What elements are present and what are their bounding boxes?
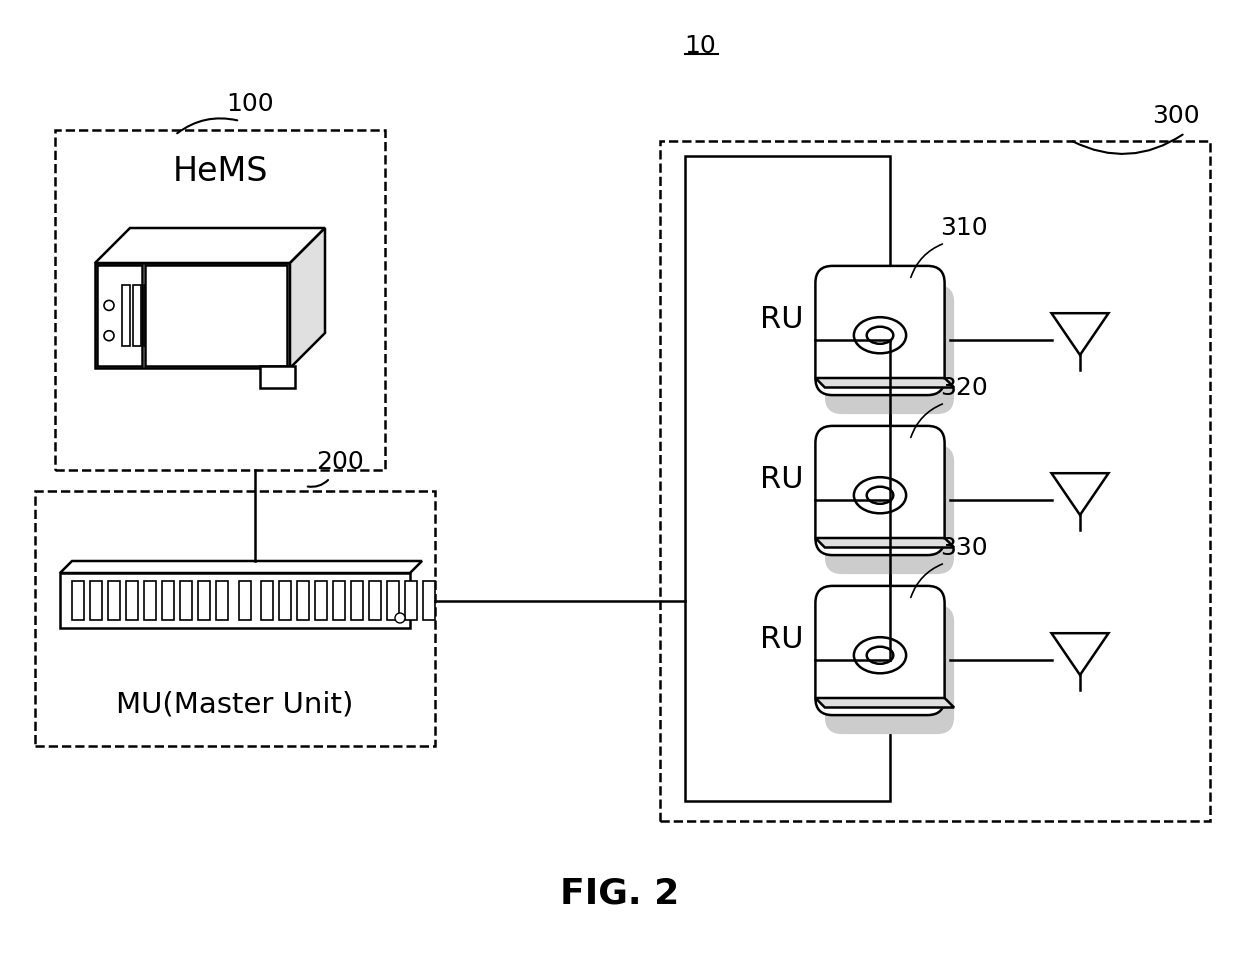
Bar [279,581,291,620]
Bar [180,581,192,620]
Bar [351,581,363,620]
Text: MU(Master Unit): MU(Master Unit) [117,690,353,718]
Circle shape [104,301,114,310]
Polygon shape [95,228,325,263]
Bar [145,265,286,366]
Circle shape [104,331,114,341]
Text: RU: RU [760,626,804,655]
Bar [260,581,273,620]
Text: 320: 320 [940,376,988,400]
Bar [133,285,141,346]
Ellipse shape [854,317,906,353]
Polygon shape [1052,313,1109,355]
Polygon shape [290,228,325,368]
Ellipse shape [854,637,906,673]
Polygon shape [1052,473,1109,515]
Bar [423,581,435,620]
Bar [95,263,290,368]
Bar [144,285,153,346]
Polygon shape [816,538,954,548]
Bar [239,581,250,620]
Text: 330: 330 [940,536,987,560]
Bar [216,581,228,620]
Text: RU: RU [760,466,804,495]
Bar [144,581,156,620]
Bar [155,285,162,346]
Text: 100: 100 [226,92,274,116]
FancyBboxPatch shape [825,445,954,574]
Bar [122,285,130,346]
Text: RU: RU [760,305,804,335]
Bar [370,581,381,620]
Ellipse shape [854,477,906,513]
Bar [35,491,435,746]
Bar [405,581,417,620]
Text: FIG. 2: FIG. 2 [560,877,680,911]
Bar [387,581,399,620]
FancyBboxPatch shape [825,285,954,414]
Text: 10: 10 [684,34,715,58]
Bar [55,130,384,470]
Bar [298,581,309,620]
Bar [162,581,174,620]
FancyBboxPatch shape [816,265,945,395]
Bar [60,573,410,628]
Polygon shape [1052,633,1109,675]
FancyBboxPatch shape [825,605,954,734]
Ellipse shape [867,327,893,344]
Ellipse shape [867,487,893,504]
Bar [72,581,84,620]
FancyBboxPatch shape [816,586,945,715]
Bar [684,156,890,801]
FancyBboxPatch shape [816,426,945,555]
Text: 300: 300 [1152,104,1200,128]
Ellipse shape [867,647,893,664]
Bar [198,581,210,620]
Bar [97,265,143,366]
Polygon shape [816,378,954,387]
Text: HeMS: HeMS [172,155,268,188]
Circle shape [396,613,405,623]
Text: 310: 310 [940,216,987,240]
Bar [126,581,138,620]
Bar [91,581,102,620]
Bar [660,141,1210,821]
Bar [260,366,295,388]
Polygon shape [816,698,954,708]
Bar [108,581,120,620]
Bar [334,581,345,620]
Polygon shape [60,561,422,573]
Text: 200: 200 [316,450,363,474]
Bar [315,581,327,620]
